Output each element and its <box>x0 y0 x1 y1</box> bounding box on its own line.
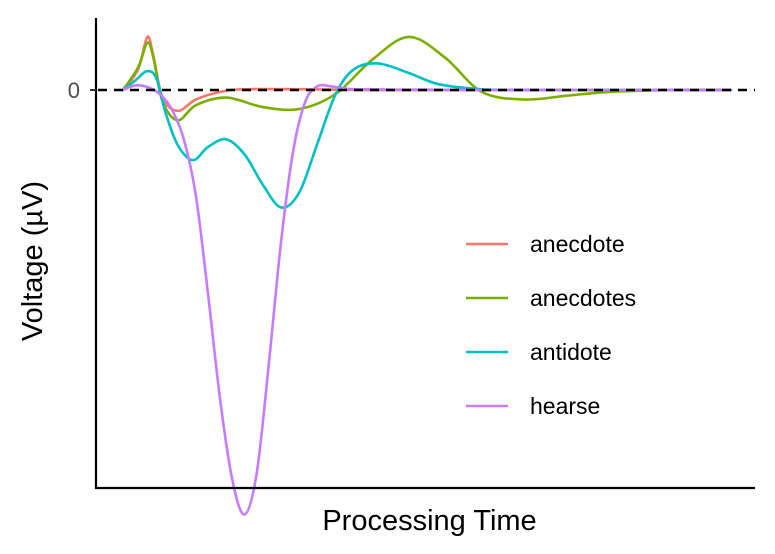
legend-label-anecdote: anecdote <box>530 231 625 257</box>
y-tick-label: 0 <box>68 78 80 103</box>
legend-label-antidote: antidote <box>530 339 612 365</box>
series-lines <box>121 35 733 516</box>
y-axis-ticks: 0 <box>68 78 96 103</box>
x-axis-title: Processing Time <box>322 505 536 537</box>
series-line-antidote <box>121 62 733 209</box>
series-line-anecdotes <box>121 35 733 122</box>
series-line-hearse <box>121 83 733 516</box>
y-axis-title: Voltage (µV) <box>17 181 49 341</box>
legend-label-anecdotes: anecdotes <box>530 285 636 311</box>
legend: anecdote anecdotes antidote hearse <box>466 231 636 419</box>
legend-label-hearse: hearse <box>530 393 600 419</box>
